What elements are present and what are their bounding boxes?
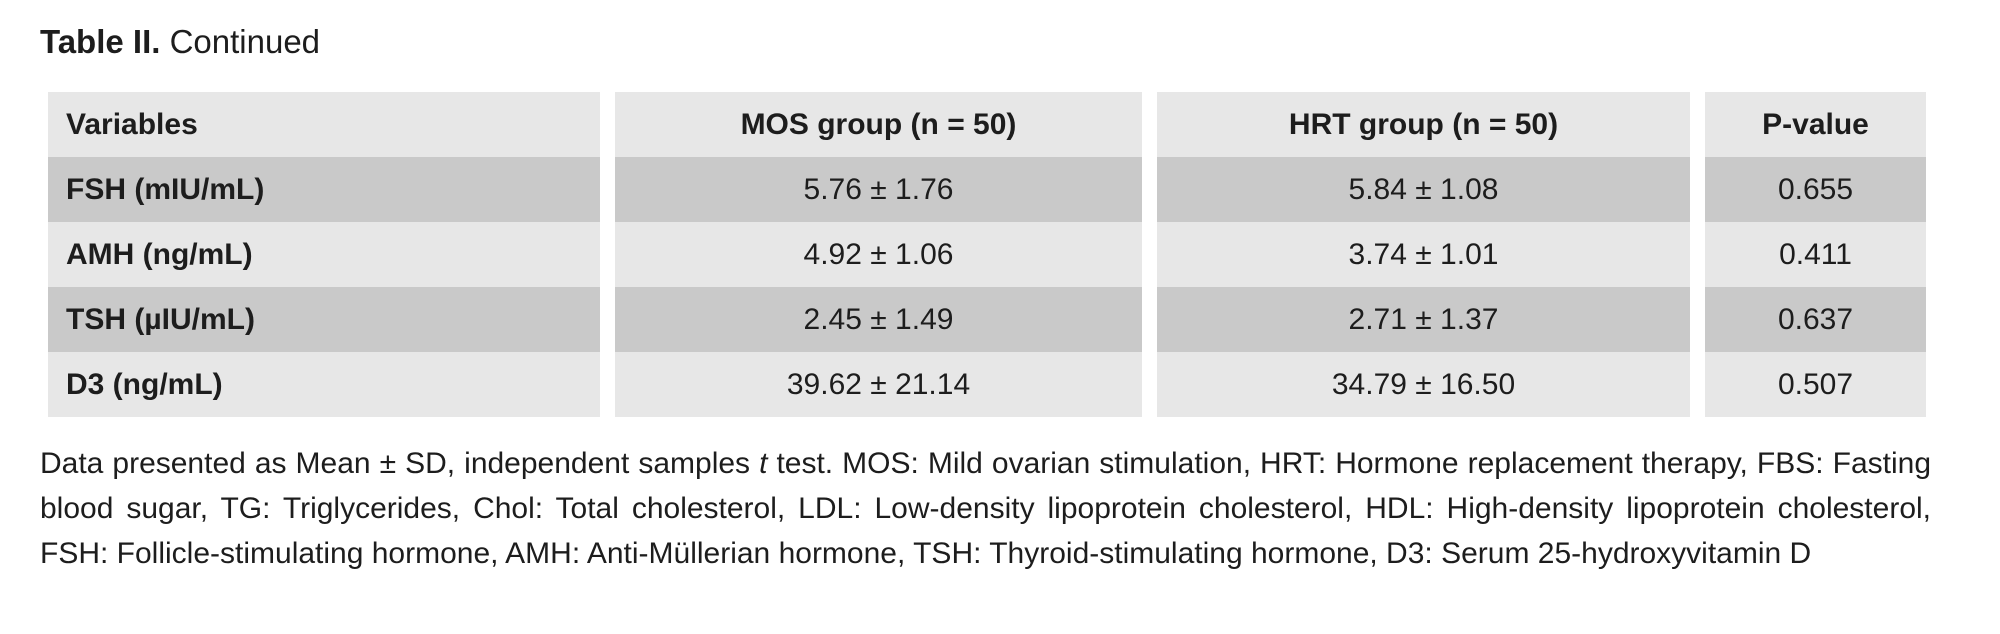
column-header-hrt-group: HRT group (n = 50) — [1157, 92, 1690, 157]
row-mos-value: 4.92 ± 1.06 — [615, 222, 1142, 287]
row-p-value: 0.411 — [1705, 222, 1926, 287]
column-header-mos-group: MOS group (n = 50) — [615, 92, 1142, 157]
table-title: Table II. Continued — [40, 24, 320, 60]
table-title-continued: Continued — [160, 23, 321, 60]
table-row-fsh: FSH (mIU/mL) 5.76 ± 1.76 5.84 ± 1.08 0.6… — [48, 157, 1926, 222]
row-p-value: 0.637 — [1705, 287, 1926, 352]
row-hrt-value: 2.71 ± 1.37 — [1157, 287, 1690, 352]
table-header-row: Variables MOS group (n = 50) HRT group (… — [48, 92, 1926, 157]
footnote-text-end: test. MOS: Mild ovarian stimulation, HRT… — [40, 447, 1931, 570]
table-footnote: Data presented as Mean ± SD, independent… — [40, 441, 1931, 576]
results-table: Variables MOS group (n = 50) HRT group (… — [48, 92, 1926, 417]
row-p-value: 0.507 — [1705, 352, 1926, 417]
footnote-italic-t: t — [759, 447, 768, 480]
row-hrt-value: 3.74 ± 1.01 — [1157, 222, 1690, 287]
table-row-d3: D3 (ng/mL) 39.62 ± 21.14 34.79 ± 16.50 0… — [48, 352, 1926, 417]
table-title-number: Table II. — [40, 23, 161, 60]
row-variable-label: FSH (mIU/mL) — [48, 157, 600, 222]
table-row-tsh: TSH (µIU/mL) 2.45 ± 1.49 2.71 ± 1.37 0.6… — [48, 287, 1926, 352]
footnote-text-start: Data presented as Mean ± SD, independent… — [40, 447, 760, 480]
row-mos-value: 5.76 ± 1.76 — [615, 157, 1142, 222]
row-p-value: 0.655 — [1705, 157, 1926, 222]
column-header-variables: Variables — [48, 92, 600, 157]
row-hrt-value: 34.79 ± 16.50 — [1157, 352, 1690, 417]
row-variable-label: TSH (µIU/mL) — [48, 287, 600, 352]
column-header-p-value: P-value — [1705, 92, 1926, 157]
row-hrt-value: 5.84 ± 1.08 — [1157, 157, 1690, 222]
row-mos-value: 2.45 ± 1.49 — [615, 287, 1142, 352]
row-mos-value: 39.62 ± 21.14 — [615, 352, 1142, 417]
table-row-amh: AMH (ng/mL) 4.92 ± 1.06 3.74 ± 1.01 0.41… — [48, 222, 1926, 287]
row-variable-label: AMH (ng/mL) — [48, 222, 600, 287]
row-variable-label: D3 (ng/mL) — [48, 352, 600, 417]
